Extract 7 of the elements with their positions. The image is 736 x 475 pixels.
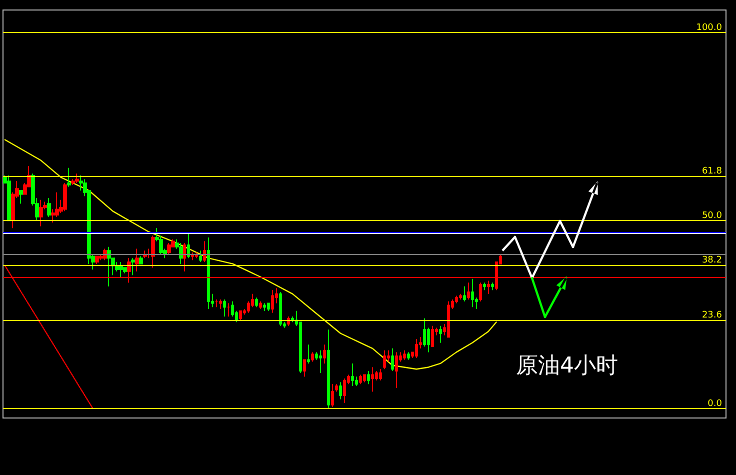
annotation: 原油4小时 xyxy=(516,354,618,378)
y-tick-label: 23.6 xyxy=(702,310,722,320)
y-tick-label: 50.0 xyxy=(702,211,722,222)
y-tick-label: 100.0 xyxy=(696,23,722,34)
y-tick-label: 38.2 xyxy=(702,255,722,266)
y-tick-label: 61.8 xyxy=(702,166,722,177)
y-tick-label: 0.0 xyxy=(708,399,722,410)
